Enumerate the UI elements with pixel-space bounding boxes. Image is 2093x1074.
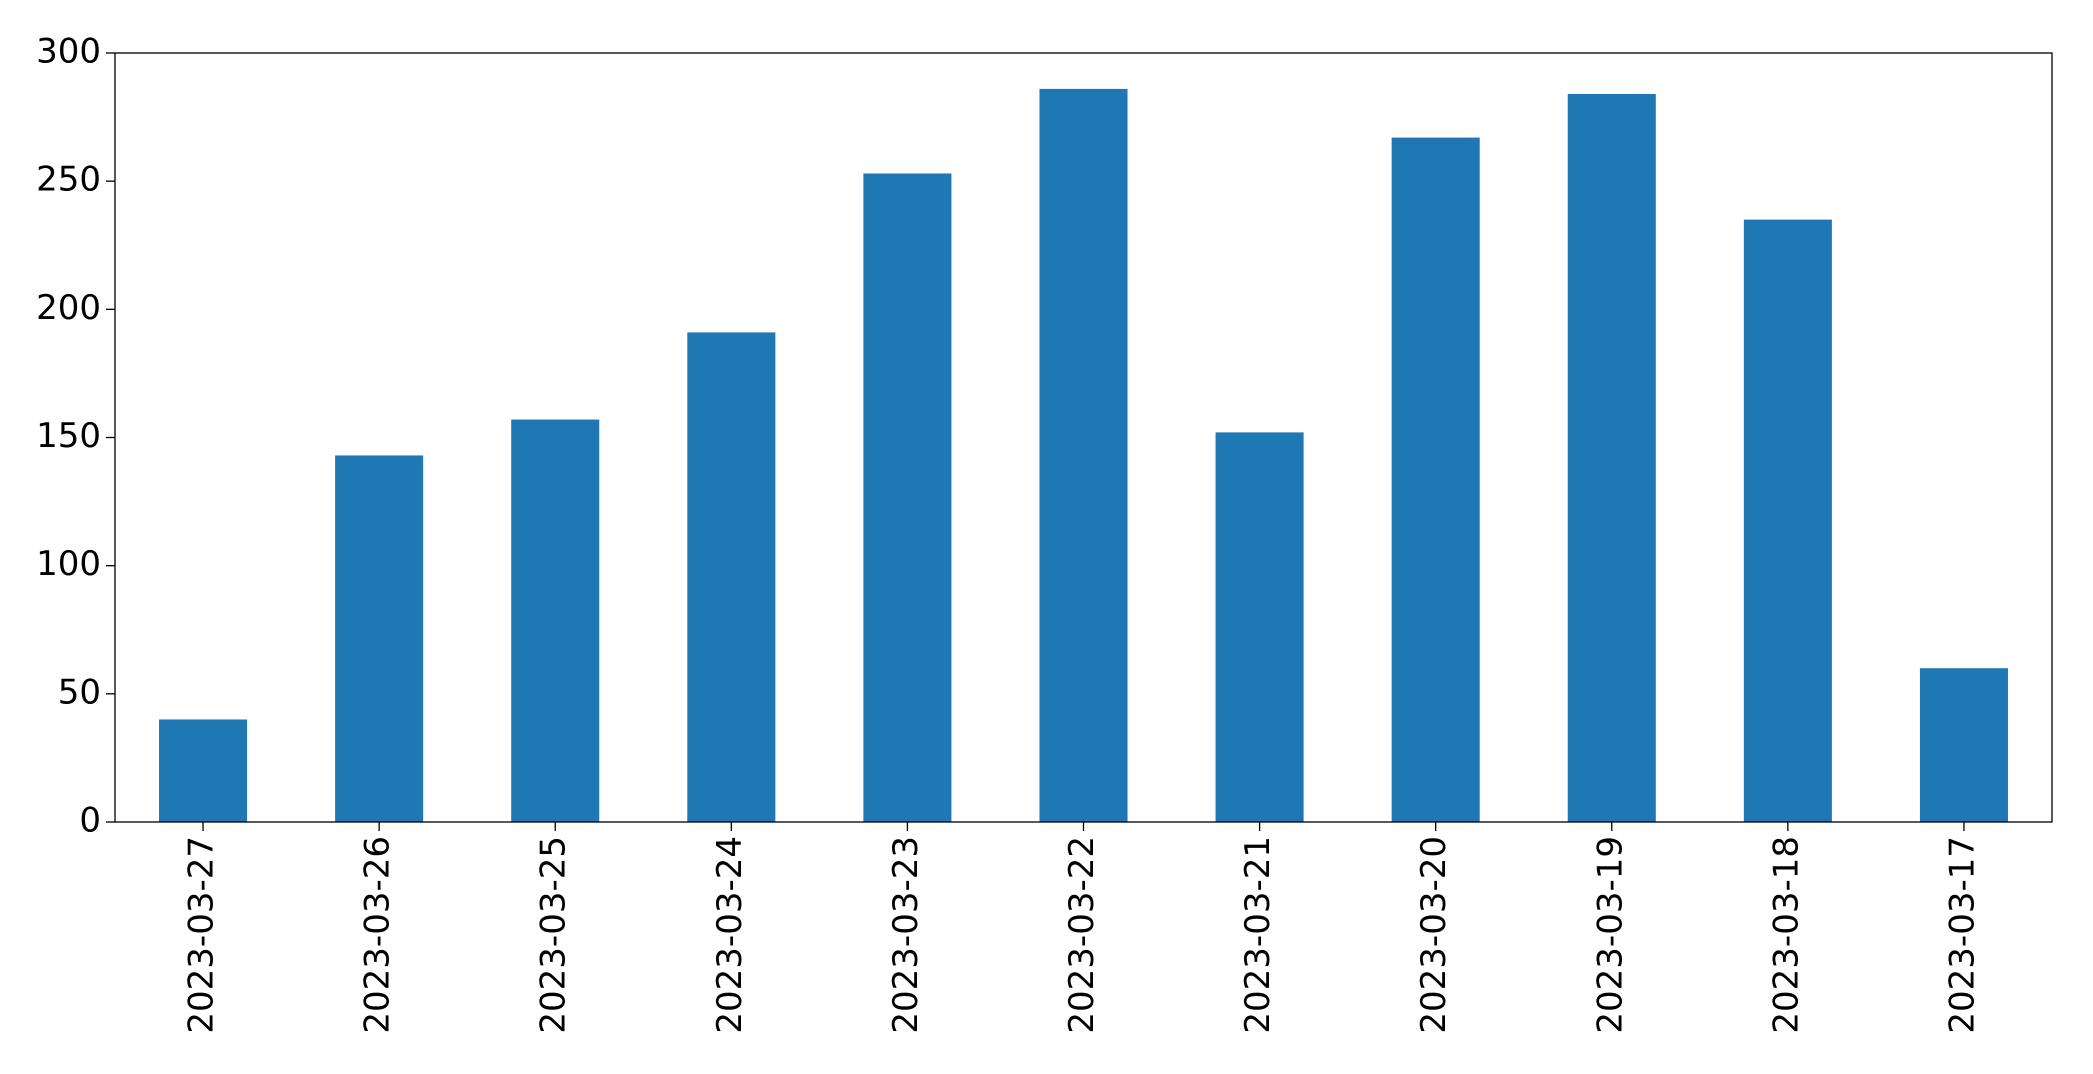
bar xyxy=(1391,137,1480,823)
bar xyxy=(1039,88,1128,823)
bar xyxy=(335,455,424,822)
bar xyxy=(511,419,600,822)
y-tick-label: 100 xyxy=(36,544,101,584)
y-tick-label: 0 xyxy=(79,801,101,841)
x-tick-label: 2023-03-18 xyxy=(1766,836,1806,1034)
x-tick-label: 2023-03-22 xyxy=(1062,836,1102,1034)
bar xyxy=(1567,94,1656,823)
bar xyxy=(1743,219,1832,822)
x-tick-label: 2023-03-17 xyxy=(1942,836,1982,1034)
x-tick-label: 2023-03-21 xyxy=(1238,836,1278,1034)
plot-frame xyxy=(114,52,2053,823)
x-tick-label: 2023-03-25 xyxy=(534,836,574,1034)
y-tick-label: 50 xyxy=(58,672,101,712)
y-tick-label: 250 xyxy=(36,160,101,200)
x-tick-label: 2023-03-26 xyxy=(358,836,398,1034)
bar xyxy=(159,719,248,822)
bar xyxy=(687,332,776,822)
y-tick-label: 150 xyxy=(36,416,101,456)
bar xyxy=(863,173,952,822)
y-tick-label: 300 xyxy=(36,32,101,72)
x-tick-label: 2023-03-27 xyxy=(182,836,222,1034)
x-tick-label: 2023-03-19 xyxy=(1590,836,1630,1034)
x-tick-label: 2023-03-23 xyxy=(886,836,926,1034)
bar xyxy=(1215,432,1304,822)
y-tick-label: 200 xyxy=(36,288,101,328)
bar xyxy=(1919,668,2008,822)
x-tick-label: 2023-03-24 xyxy=(710,836,750,1034)
x-tick-label: 2023-03-20 xyxy=(1414,836,1454,1034)
